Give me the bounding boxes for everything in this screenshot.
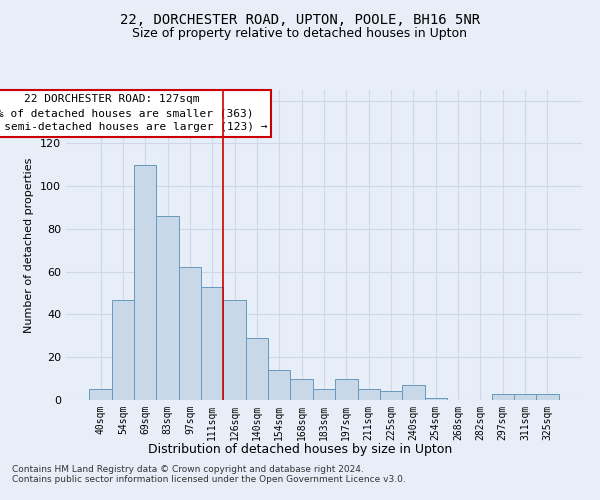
Text: Contains public sector information licensed under the Open Government Licence v3: Contains public sector information licen…	[12, 476, 406, 484]
Bar	[536, 394, 559, 400]
Y-axis label: Number of detached properties: Number of detached properties	[25, 158, 34, 332]
Text: 22, DORCHESTER ROAD, UPTON, POOLE, BH16 5NR: 22, DORCHESTER ROAD, UPTON, POOLE, BH16 …	[120, 12, 480, 26]
Bar	[223, 300, 246, 400]
Text: Distribution of detached houses by size in Upton: Distribution of detached houses by size …	[148, 442, 452, 456]
Bar	[402, 385, 425, 400]
Text: Size of property relative to detached houses in Upton: Size of property relative to detached ho…	[133, 28, 467, 40]
Text: Contains HM Land Registry data © Crown copyright and database right 2024.: Contains HM Land Registry data © Crown c…	[12, 466, 364, 474]
Bar	[380, 392, 402, 400]
Bar	[268, 370, 290, 400]
Bar	[201, 286, 223, 400]
Bar	[89, 390, 112, 400]
Text: 22 DORCHESTER ROAD: 127sqm
← 74% of detached houses are smaller (363)
25% of sem: 22 DORCHESTER ROAD: 127sqm ← 74% of deta…	[0, 94, 267, 132]
Bar	[335, 378, 358, 400]
Bar	[157, 216, 179, 400]
Bar	[491, 394, 514, 400]
Bar	[313, 390, 335, 400]
Bar	[179, 268, 201, 400]
Bar	[246, 338, 268, 400]
Bar	[290, 378, 313, 400]
Bar	[358, 390, 380, 400]
Bar	[425, 398, 447, 400]
Bar	[134, 165, 157, 400]
Bar	[514, 394, 536, 400]
Bar	[112, 300, 134, 400]
